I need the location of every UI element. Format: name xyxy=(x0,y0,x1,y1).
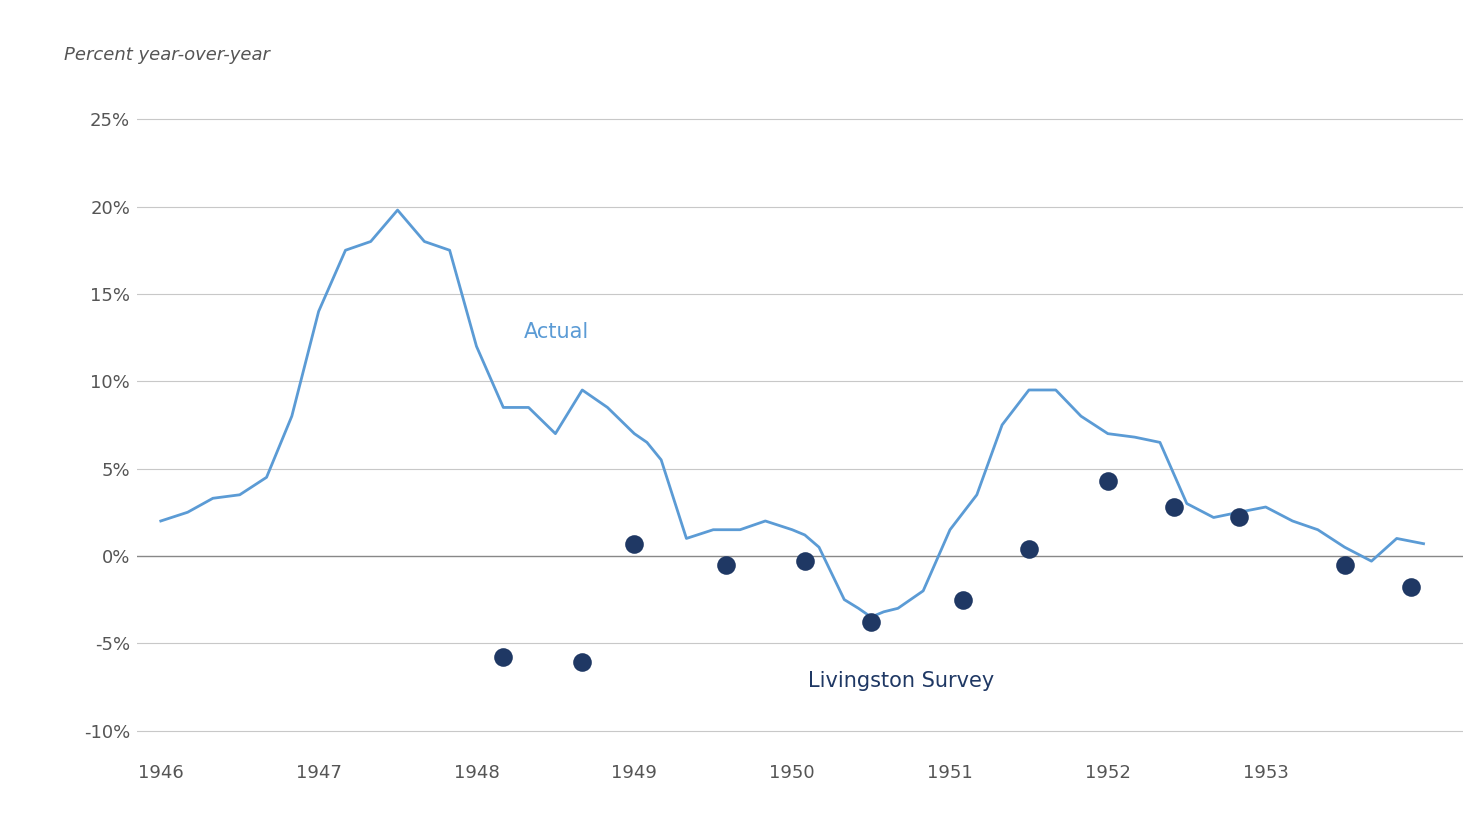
Point xyxy=(1162,501,1185,514)
Point xyxy=(950,593,974,606)
Point xyxy=(492,650,516,663)
Point xyxy=(1017,542,1041,555)
Text: Percent year-over-year: Percent year-over-year xyxy=(64,46,270,64)
Point xyxy=(1333,559,1357,572)
Point xyxy=(714,559,738,572)
Point xyxy=(1227,511,1250,524)
Text: Livingston Survey: Livingston Survey xyxy=(808,671,995,691)
Point xyxy=(622,537,646,550)
Point xyxy=(859,615,882,628)
Point xyxy=(571,656,594,669)
Point xyxy=(794,554,817,567)
Point xyxy=(1097,474,1120,487)
Point xyxy=(1400,580,1423,593)
Text: Actual: Actual xyxy=(523,322,590,341)
